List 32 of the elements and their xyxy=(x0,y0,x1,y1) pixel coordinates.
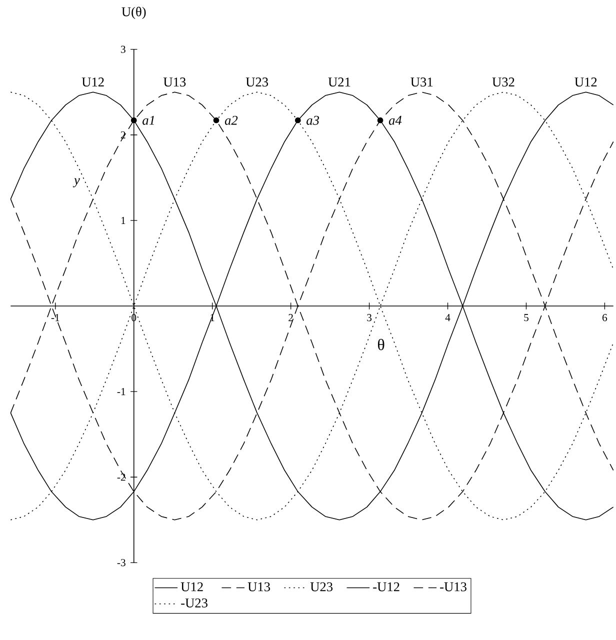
x-tick-label: 4 xyxy=(445,314,450,322)
y-tick-label: -3 xyxy=(117,559,126,566)
legend-label: -U23 xyxy=(181,598,208,608)
x-tick-label: 3 xyxy=(367,314,372,322)
annotation: a1 xyxy=(142,116,154,125)
annotation: U32 xyxy=(492,78,514,87)
legend-label: U23 xyxy=(310,582,333,592)
legend-label: -U12 xyxy=(373,582,400,592)
x-tick-label: -1 xyxy=(51,314,60,322)
annotation: a3 xyxy=(306,116,320,125)
legend-label: U13 xyxy=(248,582,270,592)
y-tick-label: 1 xyxy=(121,216,126,224)
y-axis-title: U(θ) xyxy=(122,6,146,19)
annotation: a4 xyxy=(388,116,402,125)
x-tick-label: 5 xyxy=(524,314,528,322)
x-tick-label: 6 xyxy=(602,314,608,322)
x-tick-label: 2 xyxy=(288,314,293,322)
y-tick-label: -1 xyxy=(117,388,126,396)
annotation: U13 xyxy=(163,78,186,87)
y-tick-label: 3 xyxy=(120,46,126,53)
annotation: a2 xyxy=(224,116,238,125)
x-axis-title: θ xyxy=(378,338,384,350)
legend-label: U12 xyxy=(180,582,203,592)
annotation: U31 xyxy=(410,78,433,87)
annotation: U12 xyxy=(574,78,597,87)
annotation: U12 xyxy=(82,78,104,87)
annotation: U23 xyxy=(246,78,268,87)
annotation: y xyxy=(72,178,80,188)
y-tick-label: -2 xyxy=(117,474,126,481)
y-tick-label: 2 xyxy=(120,131,126,138)
annotation: U21 xyxy=(328,78,350,87)
legend-label: -U13 xyxy=(440,582,466,592)
